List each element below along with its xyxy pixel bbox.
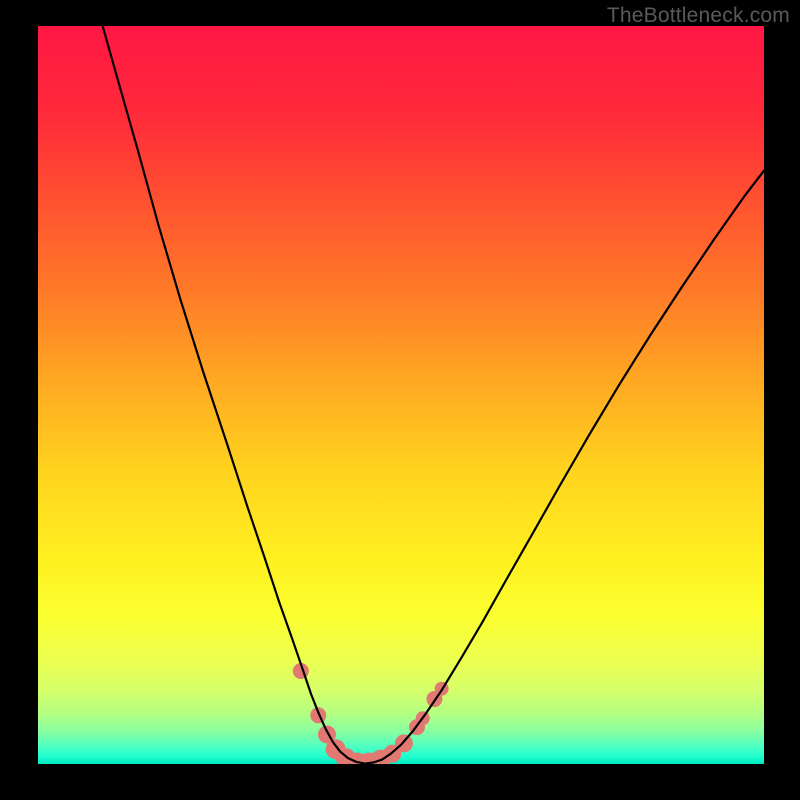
- plot-overlay: [38, 26, 764, 764]
- chart-container: TheBottleneck.com: [0, 0, 800, 800]
- bottleneck-curve: [103, 26, 764, 764]
- watermark-text: TheBottleneck.com: [607, 4, 790, 28]
- marker-point: [395, 734, 413, 752]
